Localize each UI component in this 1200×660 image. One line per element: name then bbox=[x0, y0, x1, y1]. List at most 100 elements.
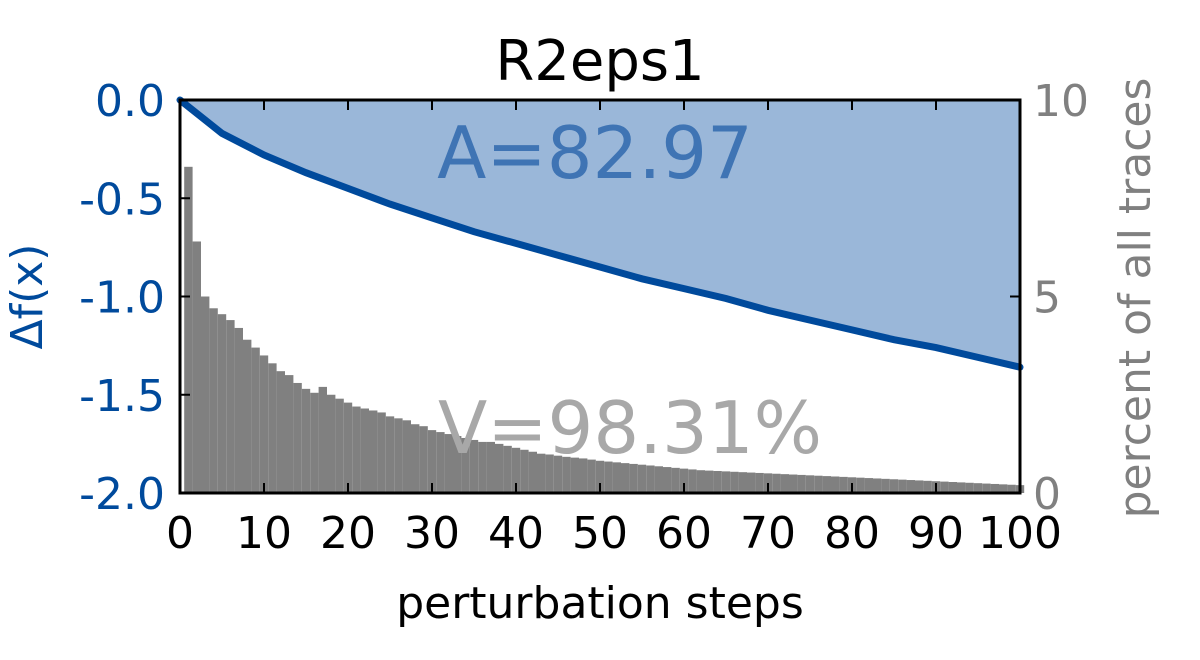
histogram-bar bbox=[360, 408, 369, 493]
histogram-bar bbox=[385, 416, 395, 493]
y-tick-label: -0.5 bbox=[79, 174, 165, 225]
histogram-bar bbox=[251, 347, 260, 493]
histogram-bar bbox=[201, 296, 210, 493]
x-tick-label: 0 bbox=[166, 508, 194, 559]
y-tick-label: -1.0 bbox=[79, 273, 165, 324]
x-tick-label: 100 bbox=[978, 508, 1062, 559]
histogram-bar bbox=[646, 465, 655, 493]
histogram-bar bbox=[243, 339, 252, 493]
histogram-bar bbox=[772, 473, 781, 493]
x-tick-label: 80 bbox=[824, 508, 880, 559]
histogram-bar bbox=[268, 363, 277, 493]
y-tick-label: -2.0 bbox=[79, 469, 165, 520]
histogram-bar bbox=[612, 462, 621, 493]
histogram-bar bbox=[259, 355, 269, 493]
x-axis-label: perturbation steps bbox=[396, 578, 804, 629]
histogram-bar bbox=[621, 463, 630, 493]
histogram-bar bbox=[713, 470, 722, 493]
histogram-bar bbox=[444, 434, 453, 493]
histogram-bar bbox=[1007, 484, 1016, 493]
histogram-bar bbox=[755, 472, 764, 493]
histogram-bar bbox=[427, 430, 437, 493]
histogram-bar bbox=[856, 477, 865, 493]
histogram-bar bbox=[730, 471, 739, 493]
histogram-bar bbox=[805, 475, 815, 493]
x-tick-label: 40 bbox=[488, 508, 544, 559]
histogram-bar bbox=[831, 476, 840, 493]
variance-annotation: V=98.31% bbox=[438, 386, 822, 470]
histogram-bars bbox=[184, 166, 1025, 494]
x-tick-label: 50 bbox=[572, 508, 628, 559]
x-tick-label: 70 bbox=[740, 508, 796, 559]
histogram-bar bbox=[520, 449, 529, 493]
histogram-bar bbox=[335, 398, 344, 493]
histogram-bar bbox=[738, 472, 747, 493]
y-axis-label: Δf(x) bbox=[2, 244, 53, 350]
histogram-bar bbox=[553, 455, 563, 493]
histogram-bar bbox=[528, 451, 537, 493]
area-fill bbox=[180, 100, 1020, 368]
histogram-bar bbox=[394, 418, 403, 493]
histogram-bar bbox=[469, 439, 479, 493]
histogram-bar bbox=[453, 436, 462, 493]
histogram-bar bbox=[906, 480, 915, 493]
histogram-bar bbox=[184, 166, 193, 493]
histogram-bar bbox=[747, 472, 756, 493]
histogram-bar bbox=[226, 320, 235, 493]
histogram-bar bbox=[419, 426, 428, 493]
histogram-bar bbox=[511, 447, 521, 493]
y-tick-label: -1.5 bbox=[79, 371, 165, 422]
histogram-bar bbox=[864, 478, 873, 493]
histogram-bar bbox=[822, 476, 831, 493]
histogram-bar bbox=[654, 466, 663, 493]
area-annotation: A=82.97 bbox=[437, 111, 753, 195]
histogram-bar bbox=[293, 382, 302, 493]
histogram-bar bbox=[889, 479, 899, 493]
histogram-bar bbox=[789, 474, 798, 493]
histogram-bar bbox=[545, 454, 554, 493]
x-tick-label: 30 bbox=[404, 508, 460, 559]
histogram-bar bbox=[192, 241, 201, 493]
histogram-bar bbox=[209, 308, 218, 493]
histogram-bar bbox=[671, 467, 680, 493]
histogram-bar bbox=[537, 453, 546, 493]
y-tick-label: 0.0 bbox=[95, 76, 165, 127]
histogram-bar bbox=[780, 474, 789, 493]
histogram-bar bbox=[663, 467, 672, 493]
histogram-bar bbox=[402, 420, 411, 493]
histogram-bar bbox=[301, 388, 311, 493]
chart-title: R2eps1 bbox=[495, 29, 704, 94]
x-tick-label: 20 bbox=[320, 508, 376, 559]
histogram-bar bbox=[679, 468, 689, 493]
histogram-bar bbox=[915, 480, 924, 493]
histogram-bar bbox=[579, 458, 588, 493]
histogram-bar bbox=[478, 441, 487, 493]
histogram-bar bbox=[881, 478, 890, 493]
histogram-bar bbox=[436, 432, 445, 493]
histogram-bar bbox=[898, 479, 907, 493]
y-tick-label-right: 10 bbox=[1033, 76, 1089, 127]
histogram-bar bbox=[369, 410, 378, 493]
histogram-bar bbox=[948, 482, 957, 493]
histogram-bar bbox=[688, 469, 697, 493]
histogram-bar bbox=[486, 441, 495, 493]
histogram-bar bbox=[873, 478, 882, 493]
histogram-bar bbox=[495, 443, 504, 494]
x-tick-label: 10 bbox=[236, 508, 292, 559]
y-axis-label-right: percent of all traces bbox=[1110, 78, 1161, 519]
histogram-bar bbox=[999, 484, 1008, 493]
histogram-bar bbox=[629, 463, 638, 493]
histogram-bar bbox=[940, 481, 949, 493]
histogram-bar bbox=[276, 371, 285, 493]
y-tick-label-right: 0 bbox=[1033, 469, 1061, 520]
histogram-bar bbox=[814, 475, 823, 493]
delta-f-line bbox=[176, 96, 1024, 371]
y-tick-label-right: 5 bbox=[1033, 273, 1061, 324]
histogram-bar bbox=[377, 412, 386, 493]
histogram-bar bbox=[217, 314, 227, 493]
histogram-bar bbox=[587, 459, 596, 493]
histogram-bar bbox=[503, 445, 512, 493]
x-tick-label: 60 bbox=[656, 508, 712, 559]
histogram-bar bbox=[411, 424, 420, 493]
